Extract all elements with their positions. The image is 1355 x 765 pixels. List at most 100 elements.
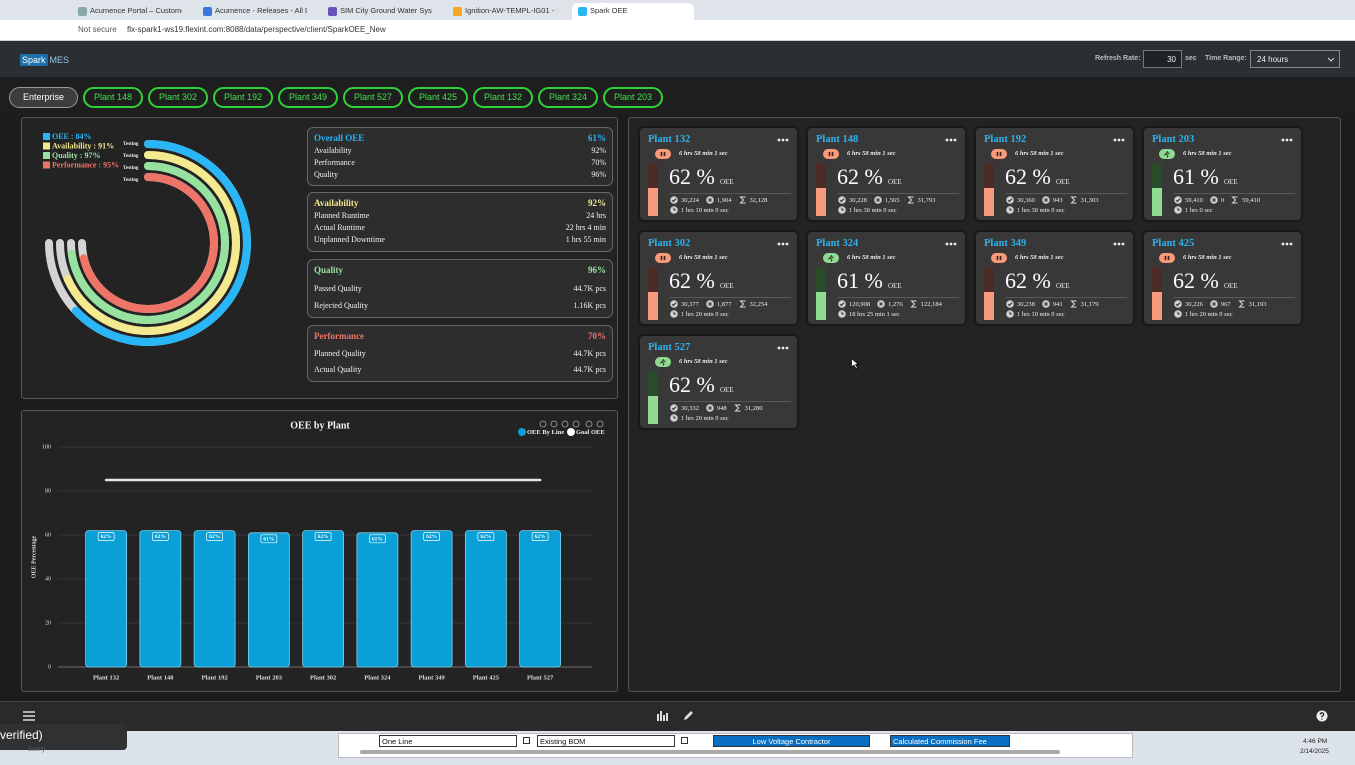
run-duration: 6 hrs 58 min 1 sec <box>847 254 896 261</box>
run-glyph <box>827 254 834 262</box>
toolbar-icon[interactable] <box>561 420 569 428</box>
menu-icon[interactable] <box>23 711 35 721</box>
oee-value: 61 % <box>837 268 883 293</box>
plant-card[interactable]: Plant 302 6 hrs 58 min 1 sec 62 % OEE 30,377… <box>640 232 797 324</box>
downtime-value: 1 hrs 10 min 0 sec <box>681 206 729 214</box>
bad-value: 1,877 <box>716 300 732 308</box>
total-icon <box>1069 300 1077 308</box>
downtime-row: 1 hrs 10 min 0 sec <box>1006 310 1064 318</box>
more-menu[interactable] <box>777 346 789 350</box>
row-label: Passed Quality <box>314 283 362 293</box>
nav-button[interactable]: Plant 148 <box>83 87 143 108</box>
x-tick-label: Plant 203 <box>256 674 283 681</box>
nav-button[interactable]: Plant 425 <box>408 87 468 108</box>
browser-tab[interactable]: Acumence Portal – Customer Port <box>72 3 194 20</box>
logo-spark: Spark <box>20 54 48 66</box>
icon-glyph <box>839 198 845 203</box>
plant-name: Plant 425 <box>1152 238 1195 249</box>
more-menu[interactable] <box>777 242 789 246</box>
x-tick-label: Plant 324 <box>364 674 391 681</box>
icon-bg <box>838 196 846 204</box>
plant-card[interactable]: Plant 349 6 hrs 58 min 1 sec 62 % OEE 30,238… <box>976 232 1133 324</box>
refresh-input[interactable]: 30 <box>1143 50 1182 68</box>
browser-tab[interactable]: Spark OEE <box>572 3 694 20</box>
plant-card[interactable]: Plant 192 6 hrs 58 min 1 sec 62 % OEE 30,360… <box>976 128 1133 220</box>
value-label-box <box>206 532 223 541</box>
nav-button[interactable]: Plant 527 <box>343 87 403 108</box>
cursor-shape <box>851 358 859 369</box>
more-menu[interactable] <box>1281 138 1293 142</box>
pill-bg <box>655 253 671 263</box>
browser-tab[interactable]: Acumence - Releases - All Docum <box>197 3 319 20</box>
row-label: Planned Runtime <box>314 211 370 220</box>
plant-name: Plant 349 <box>984 238 1027 249</box>
good-icon <box>670 404 678 412</box>
total-value: 31,179 <box>1080 300 1099 308</box>
summary-value: 92% <box>588 198 606 208</box>
total-count: 31,793 <box>906 196 935 204</box>
bar <box>356 532 399 668</box>
more-menu[interactable] <box>945 138 957 142</box>
plant-card[interactable]: Plant 132 6 hrs 58 min 1 sec 62 % OEE 30,224… <box>640 128 797 220</box>
nav-button[interactable]: Plant 324 <box>538 87 598 108</box>
icon-glyph <box>1009 207 1012 211</box>
sheet-cell: Low Voltage Contractor <box>713 735 870 747</box>
nav-button[interactable]: Enterprise <box>9 87 78 108</box>
x-tick-label: Plant 192 <box>202 674 228 681</box>
value-label: 62% <box>209 534 220 540</box>
plant-name: Plant 203 <box>1152 134 1195 145</box>
plant-card[interactable]: Plant 148 6 hrs 58 min 1 sec 62 % OEE 30,228… <box>808 128 965 220</box>
bottom-bar <box>0 701 1355 731</box>
plant-card[interactable]: Plant 425 6 hrs 58 min 1 sec 62 % OEE 30,226… <box>1144 232 1301 324</box>
plant-card[interactable]: Plant 324 6 hrs 58 min 1 sec 61 % OEE 120,90… <box>808 232 965 324</box>
toolbar-icon[interactable] <box>539 420 547 428</box>
plant-card[interactable]: Plant 203 6 hrs 58 min 1 sec 61 % OEE 59,410… <box>1144 128 1301 220</box>
bad-value: 1,904 <box>716 196 732 204</box>
summary-title: Availability <box>314 198 359 208</box>
nav-button[interactable]: Plant 349 <box>278 87 338 108</box>
help-icon[interactable] <box>1316 710 1328 722</box>
legend-swatch <box>43 133 50 140</box>
legend-swatch <box>43 142 50 150</box>
icon-glyph <box>841 207 844 211</box>
sheet-scrollbar <box>360 750 1060 754</box>
more-menu[interactable] <box>1281 242 1293 246</box>
icon-glyph <box>673 207 676 211</box>
browser-tab[interactable]: SIM City Ground Water System <box>322 3 444 20</box>
icon-glyph <box>673 311 676 315</box>
more-menu[interactable] <box>1113 242 1125 246</box>
nav-button[interactable]: Plant 203 <box>603 87 663 108</box>
y-tick-label: 20 <box>45 620 51 626</box>
pill-bg <box>991 149 1007 159</box>
nav-button[interactable]: Plant 192 <box>213 87 273 108</box>
good-value: 30,226 <box>1185 300 1203 308</box>
plant-card[interactable]: Plant 527 6 hrs 58 min 1 sec 62 % OEE 30,332… <box>640 336 797 428</box>
more-menu[interactable] <box>945 242 957 246</box>
edit-icon[interactable] <box>683 710 694 721</box>
nav-button[interactable]: Plant 302 <box>148 87 208 108</box>
summary-row: Actual Quality 44.7K pcs <box>314 364 606 376</box>
oee-unit: OEE <box>720 282 734 290</box>
range-select[interactable]: 24 hours <box>1250 50 1340 68</box>
toolbar-icon[interactable] <box>550 420 558 428</box>
toolbar-icon[interactable] <box>596 420 604 428</box>
toolbar-icon[interactable] <box>585 420 593 428</box>
good-icon <box>838 300 846 308</box>
nav-button[interactable]: Plant 132 <box>473 87 533 108</box>
divider <box>837 193 959 194</box>
toolbar-icon[interactable] <box>572 420 580 428</box>
menu-dot <box>949 242 953 246</box>
bad-icon <box>1210 300 1218 308</box>
total-icon <box>738 196 745 204</box>
browser-tab[interactable]: Ignition-AW-TEMPL-IG01 - Ignitio <box>447 3 569 20</box>
pill-bg <box>1159 253 1175 263</box>
summary-row: Performance 70% <box>314 157 606 169</box>
more-menu[interactable] <box>1113 138 1125 142</box>
icon-glyph <box>1175 198 1181 203</box>
more-menu[interactable] <box>777 138 789 142</box>
icon-glyph <box>1069 196 1077 204</box>
bar <box>247 532 290 668</box>
oee-value: 62 % <box>669 372 715 397</box>
icon-glyph <box>1007 198 1013 203</box>
chart-icon[interactable] <box>657 710 668 721</box>
